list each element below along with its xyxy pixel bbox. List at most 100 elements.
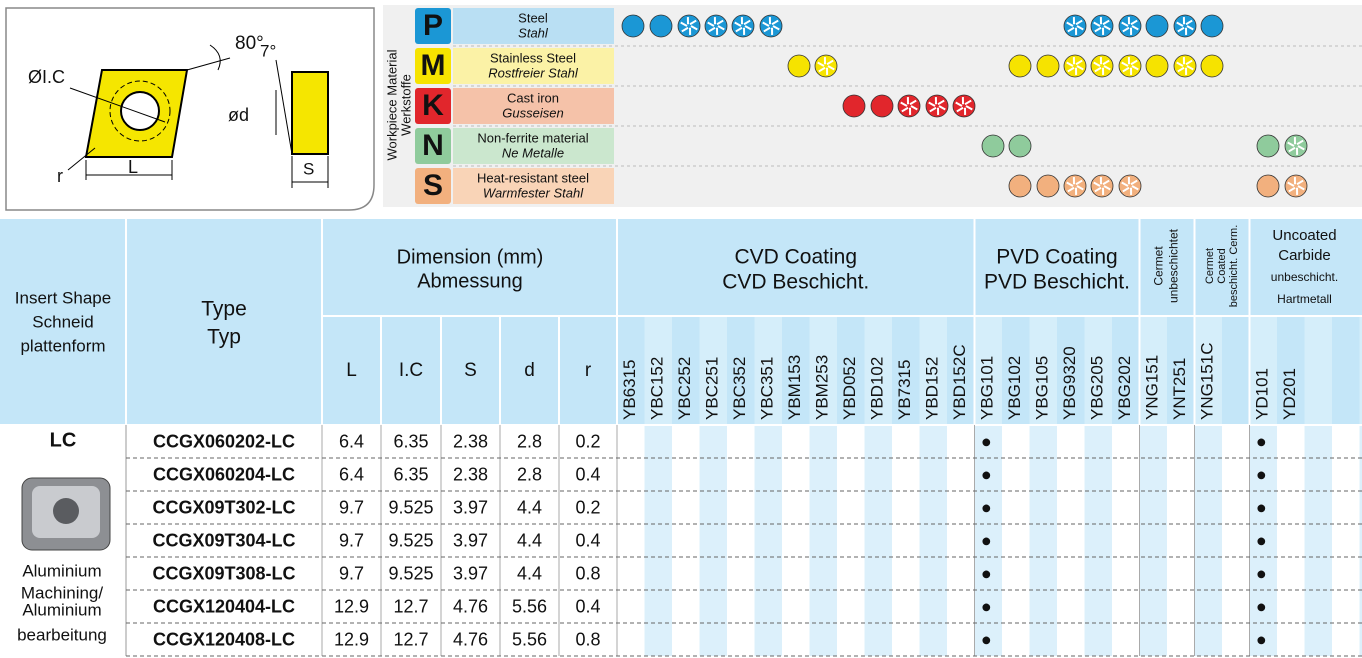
label: r bbox=[585, 360, 592, 381]
label: M bbox=[421, 49, 446, 82]
suitability-dot bbox=[814, 54, 838, 78]
label: CCGX120408-LC bbox=[153, 629, 295, 649]
label: 12.9 bbox=[334, 629, 369, 649]
label: ● bbox=[1256, 629, 1267, 649]
column-stripe bbox=[1194, 425, 1222, 656]
dot-pattern bbox=[1067, 26, 1075, 33]
label: Non-ferrite material bbox=[477, 130, 588, 145]
angle-line bbox=[186, 57, 231, 71]
dot-pattern bbox=[1296, 139, 1304, 146]
dot-pattern bbox=[1094, 66, 1102, 73]
column-stripe bbox=[1249, 425, 1277, 656]
dot-pattern bbox=[763, 26, 771, 33]
header-stripe bbox=[919, 316, 947, 425]
dot-pattern bbox=[771, 19, 779, 26]
angle-label: 80° bbox=[235, 33, 264, 54]
suitability-dot bbox=[704, 14, 728, 38]
label: 4.4 bbox=[517, 530, 542, 550]
angle-arc bbox=[209, 44, 221, 71]
dot-pattern bbox=[900, 101, 908, 107]
label: CVD Coating bbox=[734, 246, 857, 269]
dot-pattern bbox=[1121, 61, 1129, 67]
dot-pattern bbox=[1075, 179, 1083, 186]
label: Werkstoffe bbox=[398, 74, 413, 136]
header-stripe bbox=[644, 316, 672, 425]
label: YBC252 bbox=[675, 357, 694, 420]
label: 6.35 bbox=[393, 431, 428, 451]
label: YBM253 bbox=[813, 355, 832, 420]
label: YD201 bbox=[1280, 368, 1299, 420]
dot-pattern bbox=[1121, 181, 1129, 187]
label: Carbide bbox=[1278, 247, 1331, 264]
label: S bbox=[423, 169, 443, 202]
label: ● bbox=[1256, 596, 1267, 616]
suitability-dot bbox=[649, 14, 673, 38]
dot-pattern bbox=[956, 106, 964, 113]
dot-pattern bbox=[1130, 19, 1138, 26]
label: 0.2 bbox=[575, 497, 600, 517]
suitability-dot bbox=[787, 54, 811, 78]
label: Stainless Steel bbox=[490, 50, 576, 65]
suitability-dot bbox=[870, 94, 894, 118]
header-stripe bbox=[1249, 316, 1277, 425]
suitability-dot bbox=[1008, 134, 1032, 158]
label: Gusseisen bbox=[502, 105, 563, 120]
dot-pattern bbox=[910, 105, 918, 111]
label: YBG101 bbox=[978, 356, 997, 420]
label: 3.97 bbox=[453, 530, 488, 550]
dot-pattern bbox=[1130, 59, 1138, 66]
dot-pattern bbox=[1177, 66, 1185, 73]
suitability-dot bbox=[1145, 14, 1169, 38]
label: YNG151 bbox=[1143, 355, 1162, 420]
dot-pattern bbox=[1122, 186, 1130, 193]
dot-pattern bbox=[827, 65, 835, 71]
material-letter-box bbox=[415, 8, 451, 44]
r-leader bbox=[67, 147, 96, 171]
dot-pattern bbox=[817, 61, 825, 67]
dot-pattern bbox=[1131, 65, 1139, 71]
dot-pattern bbox=[1103, 25, 1111, 31]
suitability-dot bbox=[1284, 134, 1308, 158]
hole bbox=[120, 91, 160, 131]
suitability-dot bbox=[621, 14, 645, 38]
dot-pattern bbox=[1297, 145, 1305, 151]
dot-pattern bbox=[689, 19, 697, 26]
header-stripe bbox=[699, 316, 727, 425]
dot-pattern bbox=[1075, 59, 1083, 66]
label: CVD Beschicht. bbox=[722, 271, 869, 294]
dot-pattern bbox=[690, 25, 698, 31]
dot-pattern bbox=[1102, 19, 1110, 26]
label: Typ bbox=[207, 326, 241, 349]
material-name-box bbox=[453, 128, 614, 164]
header-stripe bbox=[864, 316, 892, 425]
label: N bbox=[422, 129, 444, 162]
label: 0.4 bbox=[575, 596, 600, 616]
label: Coated bbox=[1216, 248, 1228, 283]
dot-pattern bbox=[909, 99, 917, 106]
dot-pattern bbox=[1130, 179, 1138, 186]
dot-pattern bbox=[743, 19, 751, 26]
label: ● bbox=[1256, 464, 1267, 484]
header-stripe bbox=[1029, 316, 1057, 425]
dot-pattern bbox=[1297, 185, 1305, 191]
dot-pattern bbox=[826, 59, 834, 66]
material-letter-box bbox=[415, 168, 451, 204]
suitability-dot bbox=[1090, 54, 1114, 78]
label: Cast iron bbox=[507, 90, 559, 105]
material-name-box bbox=[453, 48, 614, 84]
label: 12.7 bbox=[393, 629, 428, 649]
label: ● bbox=[981, 563, 992, 583]
label: YNT251 bbox=[1170, 358, 1189, 420]
dot-pattern bbox=[1131, 25, 1139, 31]
label: YBC251 bbox=[703, 357, 722, 420]
dot-pattern bbox=[901, 106, 909, 113]
label: 3.97 bbox=[453, 497, 488, 517]
label: 9.7 bbox=[339, 563, 364, 583]
material-name-box bbox=[453, 168, 614, 204]
dot-pattern bbox=[928, 101, 936, 107]
label: Warmfester Stahl bbox=[483, 185, 584, 200]
suitability-dot bbox=[1200, 14, 1224, 38]
label: Schneid bbox=[32, 312, 93, 331]
label: 0.4 bbox=[575, 530, 600, 550]
dot-pattern bbox=[1076, 65, 1084, 71]
